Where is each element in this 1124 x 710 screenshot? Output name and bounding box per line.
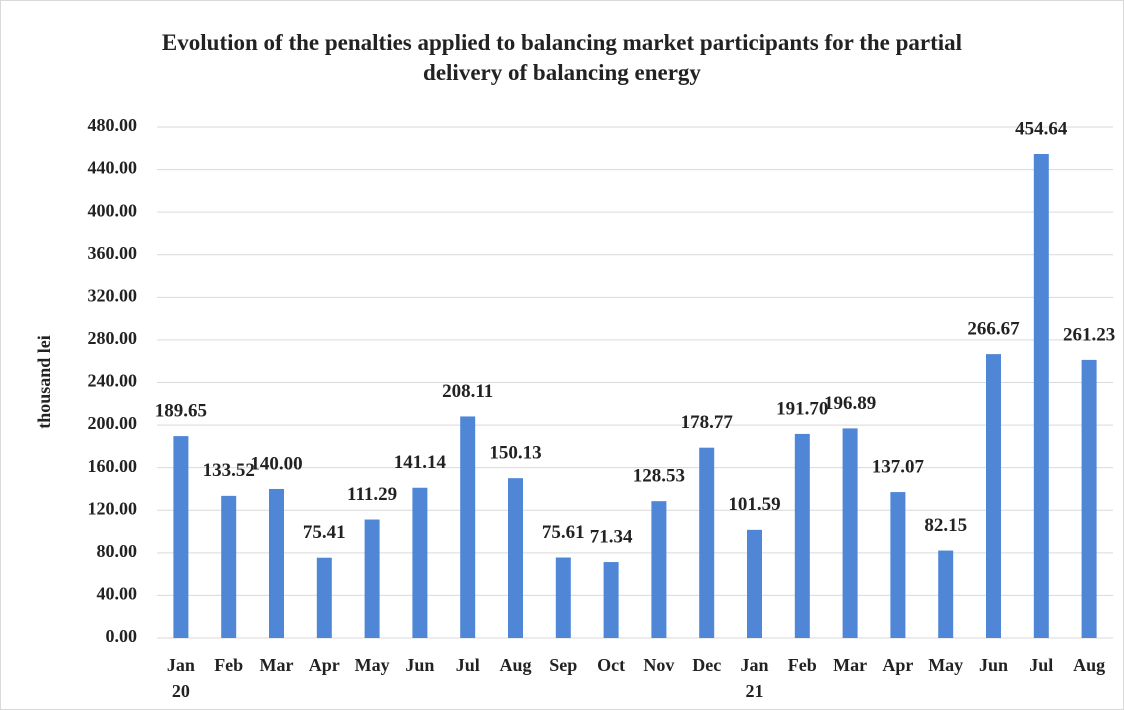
y-axis-label: thousand lei [34, 335, 54, 429]
x-tick-label: Apr [309, 655, 340, 675]
bar [173, 436, 189, 638]
x-tick-label: Mar [833, 655, 867, 675]
value-label: 178.77 [681, 412, 734, 433]
value-label: 140.00 [250, 453, 302, 474]
bar [1033, 153, 1049, 638]
x-tick-label: Feb [788, 655, 817, 675]
y-tick-label: 320.00 [88, 285, 138, 305]
bar [221, 495, 237, 638]
x-tick-label: Jun [405, 655, 434, 675]
bar [938, 550, 954, 638]
bar [269, 488, 284, 638]
y-tick-label: 280.00 [88, 328, 138, 348]
bar [699, 447, 715, 638]
x-tick-label: Mar [260, 655, 294, 675]
y-tick-label: 200.00 [88, 413, 138, 433]
x-tick-label: Nov [643, 655, 674, 675]
x-tick-label: Jul [1029, 655, 1053, 675]
bar [986, 354, 1001, 638]
value-label: 137.07 [872, 456, 925, 477]
bar [460, 416, 476, 638]
y-tick-label: 480.00 [88, 115, 138, 135]
y-tick-label: 40.00 [97, 584, 138, 604]
value-label: 111.29 [347, 484, 397, 505]
value-label: 101.59 [728, 494, 780, 515]
bar [1081, 359, 1097, 638]
value-label: 208.11 [442, 381, 493, 402]
value-label: 75.61 [542, 522, 585, 543]
y-tick-label: 360.00 [88, 243, 138, 263]
x-tick-label: Jan 21 [740, 655, 768, 701]
bar [364, 519, 380, 638]
bar [412, 487, 428, 638]
bar [508, 478, 523, 638]
y-tick-label: 240.00 [88, 371, 138, 391]
chart-title: Evolution of the penalties applied to ba… [161, 30, 963, 85]
x-tick-label: May [355, 655, 390, 675]
value-label: 189.65 [155, 400, 207, 421]
x-tick-label: Feb [214, 655, 243, 675]
y-tick-label: 80.00 [97, 541, 138, 561]
x-tick-label: Dec [692, 655, 721, 675]
y-tick-label: 160.00 [88, 456, 138, 476]
value-label: 128.53 [633, 466, 685, 487]
y-tick-label: 400.00 [88, 200, 138, 220]
x-tick-label: May [928, 655, 963, 675]
value-label: 82.15 [924, 515, 967, 536]
value-label: 75.41 [303, 522, 346, 543]
y-tick-label: 0.00 [106, 626, 138, 646]
value-label: 133.52 [203, 460, 255, 481]
x-tick-label: Aug [1073, 655, 1105, 675]
bar [842, 428, 858, 638]
value-label: 191.70 [776, 398, 828, 419]
y-tick-label: 120.00 [88, 498, 138, 518]
value-label: 261.23 [1063, 324, 1115, 345]
value-label: 141.14 [394, 452, 447, 473]
x-tick-label: Jun [979, 655, 1008, 675]
bar [316, 557, 332, 638]
bar [603, 562, 619, 638]
x-tick-label: Oct [597, 655, 625, 675]
bar [651, 501, 667, 638]
bar [890, 492, 906, 638]
x-tick-label: Apr [882, 655, 913, 675]
value-label: 266.67 [967, 318, 1020, 339]
x-tick-label: Jan 20 [167, 655, 195, 701]
value-label: 71.34 [590, 526, 633, 547]
value-label: 454.64 [1015, 118, 1068, 139]
x-tick-label: Sep [549, 655, 577, 675]
x-tick-label: Aug [499, 655, 531, 675]
x-tick-label: Jul [456, 655, 480, 675]
value-label: 150.13 [489, 443, 541, 464]
bar [747, 529, 762, 638]
bar [555, 557, 571, 638]
bar [794, 433, 810, 638]
value-label: 196.89 [824, 393, 876, 414]
y-tick-label: 440.00 [88, 158, 138, 178]
